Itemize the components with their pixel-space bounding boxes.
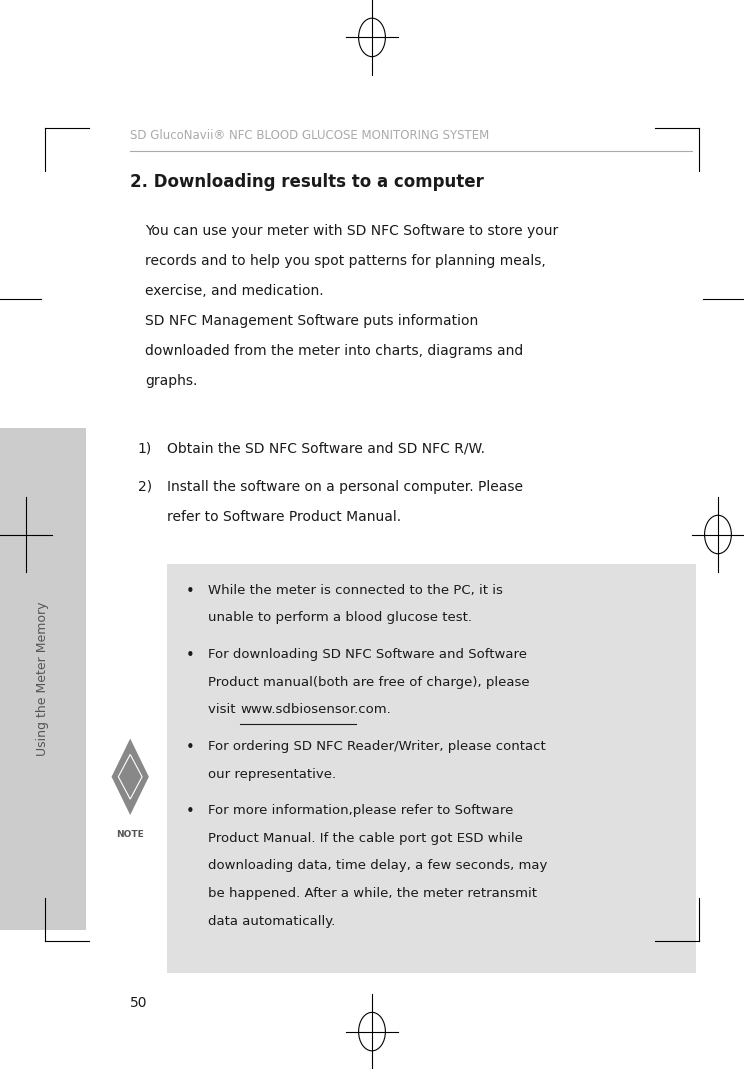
Text: visit: visit [208, 703, 244, 716]
Text: 2. Downloading results to a computer: 2. Downloading results to a computer [130, 173, 484, 191]
Text: •: • [186, 584, 195, 599]
Text: •: • [186, 804, 195, 819]
Text: Install the software on a personal computer. Please: Install the software on a personal compu… [167, 480, 523, 494]
Text: graphs.: graphs. [145, 374, 197, 388]
Text: be happened. After a while, the meter retransmit: be happened. After a while, the meter re… [208, 887, 537, 900]
Text: www.sdbiosensor.com.: www.sdbiosensor.com. [240, 703, 391, 716]
Text: unable to perform a blood glucose test.: unable to perform a blood glucose test. [208, 611, 472, 624]
Text: 50: 50 [130, 996, 148, 1010]
Text: exercise, and medication.: exercise, and medication. [145, 284, 324, 298]
Text: For ordering SD NFC Reader/Writer, please contact: For ordering SD NFC Reader/Writer, pleas… [208, 740, 546, 753]
Text: SD GlucoNavii® NFC BLOOD GLUCOSE MONITORING SYSTEM: SD GlucoNavii® NFC BLOOD GLUCOSE MONITOR… [130, 129, 490, 142]
Text: our representative.: our representative. [208, 768, 336, 780]
Text: •: • [186, 740, 195, 755]
FancyBboxPatch shape [167, 564, 696, 973]
Text: For more information,please refer to Software: For more information,please refer to Sof… [208, 804, 513, 817]
Text: Obtain the SD NFC Software and SD NFC R/W.: Obtain the SD NFC Software and SD NFC R/… [167, 441, 485, 455]
Text: data automatically.: data automatically. [208, 915, 336, 928]
Text: downloaded from the meter into charts, diagrams and: downloaded from the meter into charts, d… [145, 344, 523, 358]
Text: Using the Meter Memory: Using the Meter Memory [36, 602, 49, 756]
Text: Product Manual. If the cable port got ESD while: Product Manual. If the cable port got ES… [208, 832, 523, 845]
Text: Product manual(both are free of charge), please: Product manual(both are free of charge),… [208, 676, 530, 688]
Text: •: • [186, 648, 195, 663]
Text: 2): 2) [138, 480, 152, 494]
Text: refer to Software Product Manual.: refer to Software Product Manual. [167, 510, 402, 524]
Text: SD NFC Management Software puts information: SD NFC Management Software puts informat… [145, 314, 478, 328]
Text: While the meter is connected to the PC, it is: While the meter is connected to the PC, … [208, 584, 503, 597]
Text: You can use your meter with SD NFC Software to store your: You can use your meter with SD NFC Softw… [145, 224, 558, 238]
Polygon shape [110, 737, 150, 818]
Text: NOTE: NOTE [116, 831, 144, 839]
Text: For downloading SD NFC Software and Software: For downloading SD NFC Software and Soft… [208, 648, 527, 661]
Text: records and to help you spot patterns for planning meals,: records and to help you spot patterns fo… [145, 254, 546, 268]
FancyBboxPatch shape [0, 428, 86, 930]
Text: 1): 1) [138, 441, 152, 455]
Text: downloading data, time delay, a few seconds, may: downloading data, time delay, a few seco… [208, 859, 548, 872]
